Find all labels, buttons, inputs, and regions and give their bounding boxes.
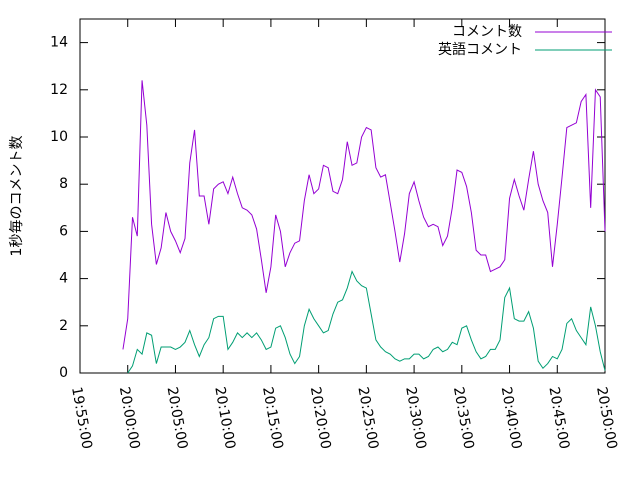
x-tick-label: 20:35:00 <box>450 386 477 451</box>
y-tick-label: 8 <box>59 176 68 192</box>
x-tick-label: 20:50:00 <box>593 386 620 451</box>
x-tick-label: 19:55:00 <box>68 386 95 451</box>
legend-label: 英語コメント <box>438 41 522 58</box>
x-tick-label: 20:30:00 <box>402 386 429 451</box>
x-tick-label: 20:40:00 <box>498 386 525 451</box>
y-tick-label: 12 <box>50 82 68 98</box>
plot-frame <box>79 18 606 374</box>
x-tick-label: 20:15:00 <box>259 386 286 451</box>
x-tick-label: 20:25:00 <box>354 386 381 451</box>
legend-label: コメント数 <box>452 24 522 40</box>
series-line <box>122 80 606 350</box>
y-tick-label: 0 <box>59 365 68 381</box>
x-tick-label: 20:00:00 <box>116 386 143 451</box>
x-tick-label: 20:10:00 <box>211 386 238 451</box>
y-tick-label: 4 <box>59 271 68 287</box>
y-tick-label: 6 <box>59 223 68 239</box>
series-line <box>127 270 606 374</box>
y-tick-label: 2 <box>59 318 68 334</box>
y-axis-label: 1秒毎のコメント数 <box>9 136 25 257</box>
y-tick-label: 10 <box>50 129 68 145</box>
x-tick-label: 20:05:00 <box>164 386 191 451</box>
x-tick-label: 20:45:00 <box>545 386 572 451</box>
y-tick-label: 14 <box>50 35 68 51</box>
x-tick-label: 20:20:00 <box>307 386 334 451</box>
